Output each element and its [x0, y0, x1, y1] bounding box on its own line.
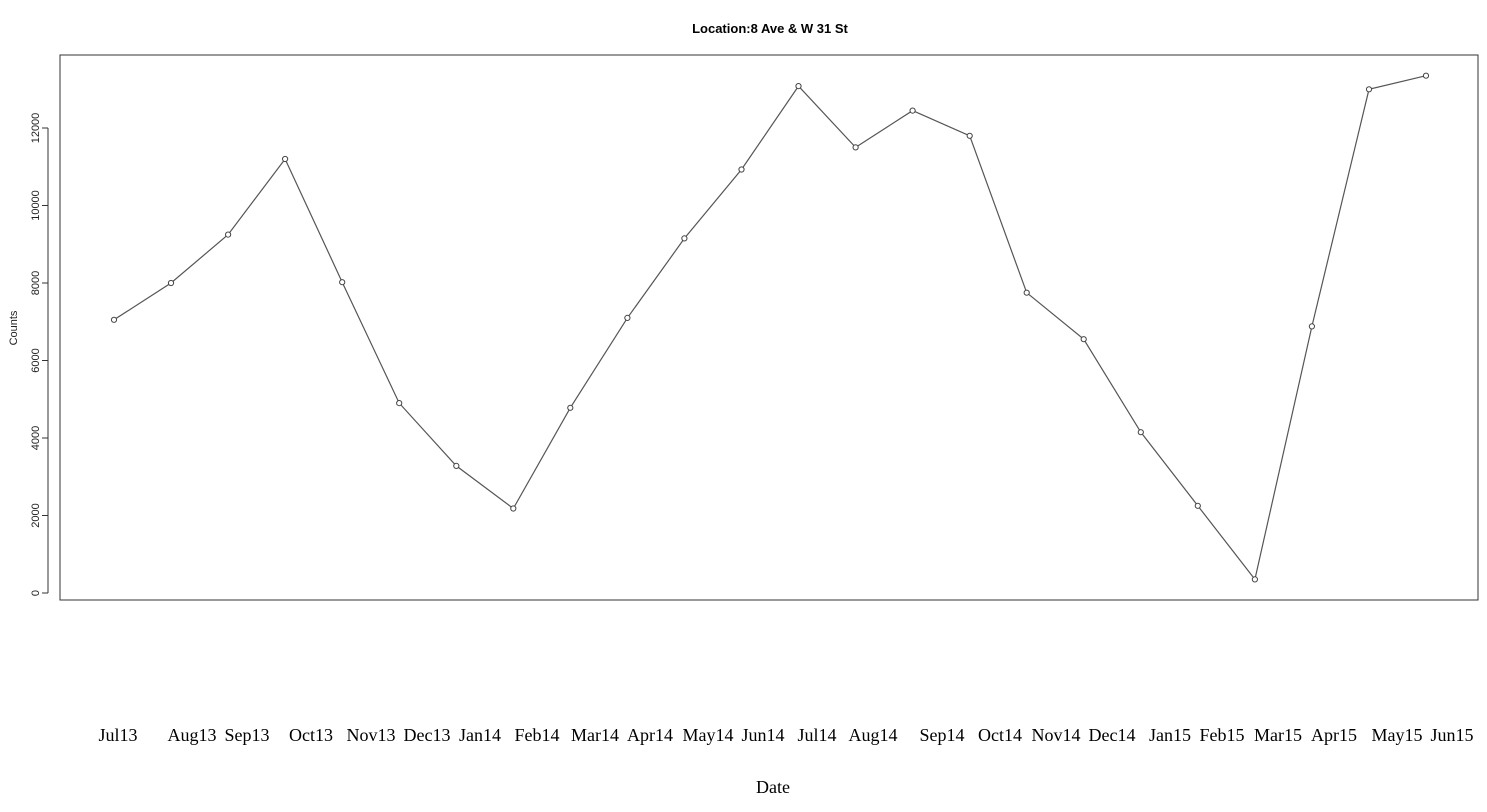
- x-tick-label: Jun14: [741, 725, 784, 745]
- y-tick-label: 0: [30, 590, 42, 596]
- y-tick-label: 12000: [30, 113, 42, 144]
- x-tick-label: Feb14: [515, 725, 560, 745]
- y-axis-label: Counts: [8, 310, 20, 345]
- chart-title: Location:8 Ave & W 31 St: [692, 21, 848, 36]
- x-tick-label: Feb15: [1200, 725, 1245, 745]
- data-point: [225, 231, 232, 238]
- data-point: [282, 155, 289, 163]
- data-point: [738, 166, 745, 173]
- data-point: [909, 107, 916, 114]
- data-point: [1137, 429, 1144, 436]
- x-tick-label: Apr15: [1311, 725, 1357, 745]
- data-point: [966, 132, 973, 139]
- data-point: [110, 316, 118, 323]
- data-point: [795, 83, 802, 90]
- x-tick-label: Jul13: [98, 725, 137, 745]
- y-tick-label: 8000: [30, 271, 42, 295]
- data-point: [1023, 289, 1030, 296]
- plot-border: [59, 54, 1479, 601]
- x-tick-label: Sep13: [225, 725, 270, 745]
- data-point: [567, 404, 574, 411]
- x-tick-label: Aug13: [168, 725, 217, 745]
- data-point: [1194, 502, 1201, 509]
- x-tick-label: Mar14: [571, 725, 619, 745]
- data-point: [681, 235, 688, 242]
- y-axis: 0 2000 4000 6000 8000 10000 12000: [30, 113, 49, 596]
- x-tick-label: Nov13: [347, 725, 396, 745]
- x-tick-label: May15: [1372, 725, 1423, 745]
- data-point: [167, 279, 175, 287]
- data-point: [1251, 576, 1259, 583]
- y-tick-label: 10000: [30, 190, 42, 221]
- y-tick-label: 4000: [30, 426, 42, 450]
- data-point: [1080, 336, 1087, 343]
- x-tick-label: Apr14: [627, 725, 673, 745]
- x-tick-label: Dec14: [1089, 725, 1136, 745]
- x-tick-label: Aug14: [849, 725, 898, 745]
- data-point: [1422, 72, 1430, 79]
- x-tick-label: Mar15: [1254, 725, 1302, 745]
- data-point: [1308, 323, 1316, 330]
- x-tick-label: Jan15: [1149, 725, 1191, 745]
- data-point: [510, 505, 517, 512]
- x-tick-label: Oct13: [289, 725, 333, 745]
- y-tick-label: 2000: [30, 503, 42, 527]
- x-axis-label: Date: [756, 777, 790, 797]
- data-point: [1365, 86, 1373, 93]
- data-point: [852, 144, 859, 151]
- x-axis-tick-labels: Jul13 Aug13 Sep13 Oct13 Nov13 Dec13 Jan14 Feb14…: [98, 725, 1473, 745]
- x-tick-label: Dec13: [404, 725, 451, 745]
- x-tick-label: Jul14: [797, 725, 836, 745]
- x-tick-label: Jun15: [1430, 725, 1473, 745]
- x-tick-label: Jan14: [459, 725, 501, 745]
- data-point: [396, 400, 403, 407]
- x-tick-label: May14: [683, 725, 734, 745]
- x-tick-label: Nov14: [1032, 725, 1081, 745]
- data-points: [110, 72, 1430, 583]
- x-tick-label: Sep14: [920, 725, 965, 745]
- data-point: [624, 314, 631, 321]
- series-line: [113, 75, 1427, 581]
- data-point: [339, 279, 346, 286]
- y-tick-label: 6000: [30, 348, 42, 372]
- data-point: [453, 462, 460, 469]
- x-tick-label: Oct14: [978, 725, 1022, 745]
